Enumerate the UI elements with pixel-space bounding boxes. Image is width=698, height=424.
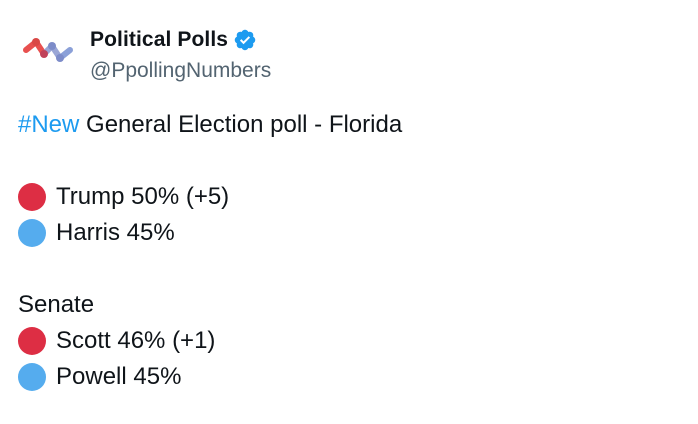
hashtag-link[interactable]: #New bbox=[18, 111, 80, 138]
result-text: Trump 50% (+5) bbox=[56, 183, 230, 210]
headline-line: #New General Election poll - Florida bbox=[18, 107, 678, 143]
blue-circle-icon bbox=[18, 219, 46, 247]
result-line-harris: Harris 45% bbox=[18, 215, 678, 251]
result-line-trump: Trump 50% (+5) bbox=[18, 179, 678, 215]
account-handle[interactable]: @PpollingNumbers bbox=[90, 59, 272, 82]
display-name-row: Political Polls bbox=[90, 26, 271, 54]
result-line-powell: Powell 45% bbox=[18, 359, 678, 395]
result-text: Powell 45% bbox=[56, 363, 182, 390]
blank-line bbox=[18, 143, 678, 179]
account-names: Political Polls @PpollingNumbers bbox=[90, 20, 271, 83]
blank-line bbox=[18, 251, 678, 287]
political-polls-logo-icon bbox=[18, 20, 78, 80]
senate-label: Senate bbox=[18, 291, 95, 318]
tweet-header: Political Polls @PpollingNumbers bbox=[18, 20, 271, 83]
display-name[interactable]: Political Polls bbox=[90, 28, 229, 51]
avatar[interactable] bbox=[18, 20, 78, 80]
result-text: Scott 46% (+1) bbox=[56, 327, 216, 354]
tweet-text: #New General Election poll - Florida Tru… bbox=[18, 107, 678, 395]
red-circle-icon bbox=[18, 183, 46, 211]
result-text: Harris 45% bbox=[56, 219, 175, 246]
senate-heading: Senate bbox=[18, 287, 678, 323]
verified-badge-icon[interactable] bbox=[233, 28, 257, 52]
red-circle-icon bbox=[18, 327, 46, 355]
headline-text: General Election poll - Florida bbox=[79, 111, 403, 138]
result-line-scott: Scott 46% (+1) bbox=[18, 323, 678, 359]
blue-circle-icon bbox=[18, 363, 46, 391]
